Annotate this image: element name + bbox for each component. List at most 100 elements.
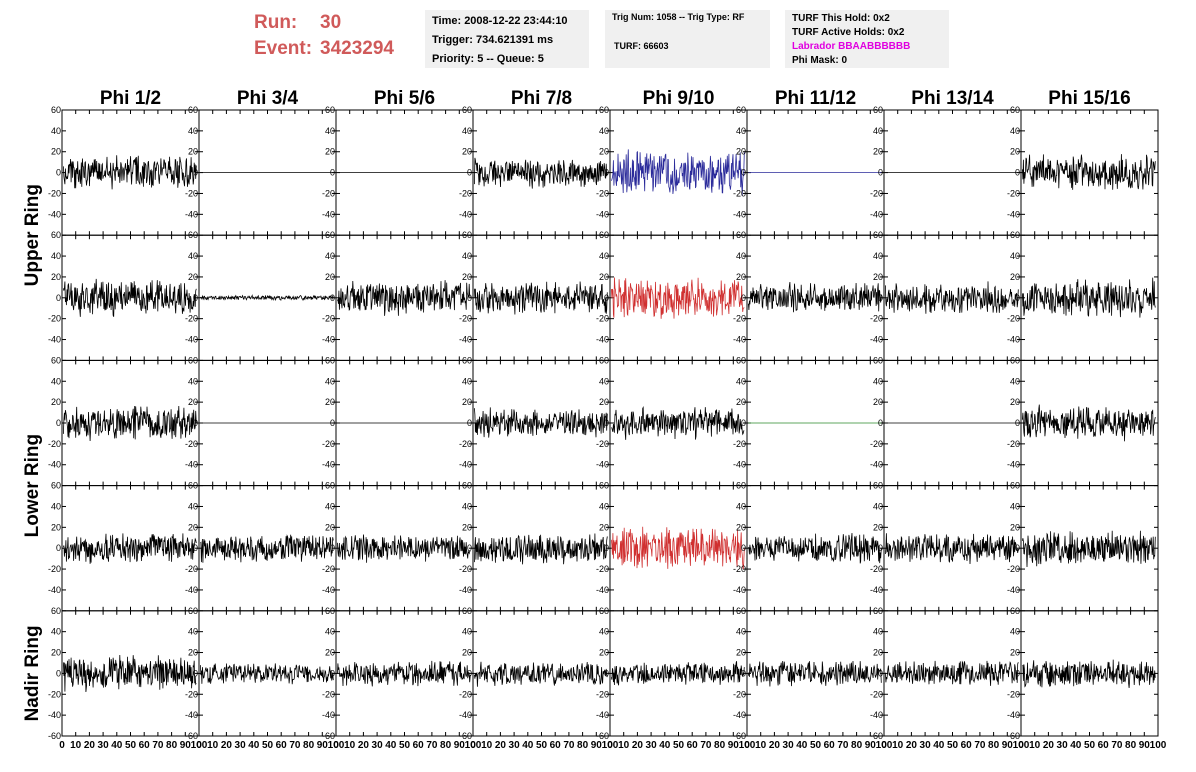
x-tick-label: 20 xyxy=(84,740,96,751)
y-tick-label: 60 xyxy=(736,606,746,616)
y-tick-label: 60 xyxy=(1010,230,1020,240)
y-tick-label: 20 xyxy=(873,397,883,407)
run-label: Run: xyxy=(254,12,298,33)
y-tick-label: 40 xyxy=(736,627,746,637)
y-tick-label: -40 xyxy=(185,460,198,470)
y-tick-label: -40 xyxy=(322,585,335,595)
x-tick-label: 20 xyxy=(221,740,233,751)
waveform-trace xyxy=(474,533,608,565)
y-tick-label: 60 xyxy=(325,606,335,616)
y-tick-label: 20 xyxy=(1010,522,1020,532)
x-tick-label: 90 xyxy=(180,740,192,751)
x-tick-label: 0 xyxy=(59,740,65,751)
y-tick-label: -20 xyxy=(459,188,472,198)
x-tick-label: 40 xyxy=(385,740,397,751)
y-tick-label: -40 xyxy=(596,209,609,219)
x-tick-label: 80 xyxy=(1125,740,1137,751)
y-tick-label: 0 xyxy=(741,168,746,178)
y-tick-label: 60 xyxy=(325,105,335,115)
y-tick-label: -20 xyxy=(322,314,335,324)
x-tick-label: 90 xyxy=(728,740,740,751)
x-tick-label: 0 xyxy=(333,740,339,751)
turf-active-holds-text: TURF Active Holds: 0x2 xyxy=(792,27,905,38)
column-header-1: Phi 1/2 xyxy=(100,88,161,109)
y-tick-label: -20 xyxy=(1007,689,1020,699)
waveform-trace xyxy=(474,281,608,315)
y-tick-label: 40 xyxy=(462,251,472,261)
y-tick-label: -20 xyxy=(185,188,198,198)
y-tick-label: -20 xyxy=(1007,188,1020,198)
y-tick-label: 40 xyxy=(599,251,609,261)
y-tick-label: 20 xyxy=(599,397,609,407)
y-tick-label: -40 xyxy=(1007,710,1020,720)
y-tick-label: 0 xyxy=(330,668,335,678)
y-tick-label: 20 xyxy=(188,147,198,157)
y-tick-label: -20 xyxy=(733,314,746,324)
y-tick-label: 0 xyxy=(193,543,198,553)
y-tick-label: 0 xyxy=(878,293,883,303)
y-tick-label: -20 xyxy=(870,188,883,198)
y-tick-label: 60 xyxy=(188,606,198,616)
waveform-trace xyxy=(337,280,471,316)
y-tick-label: -20 xyxy=(733,439,746,449)
y-tick-label: 40 xyxy=(873,627,883,637)
x-tick-label: 50 xyxy=(262,740,274,751)
y-tick-label: 20 xyxy=(51,648,61,658)
y-tick-label: -20 xyxy=(459,564,472,574)
x-tick-label: 100 xyxy=(1013,740,1030,751)
y-tick-label: -40 xyxy=(322,209,335,219)
y-tick-label: -20 xyxy=(322,188,335,198)
y-tick-label: 0 xyxy=(467,293,472,303)
waveform-trace xyxy=(1022,277,1156,318)
x-tick-label: 40 xyxy=(933,740,945,751)
x-tick-label: 60 xyxy=(413,740,425,751)
y-tick-label: -20 xyxy=(322,439,335,449)
y-tick-label: 40 xyxy=(873,501,883,511)
y-tick-label: -20 xyxy=(733,188,746,198)
y-tick-label: 60 xyxy=(599,481,609,491)
y-tick-label: -40 xyxy=(185,585,198,595)
x-tick-label: 0 xyxy=(607,740,613,751)
x-tick-label: 60 xyxy=(550,740,562,751)
y-tick-label: 60 xyxy=(51,481,61,491)
run-event-header: Run: 30 Event: 3423294 xyxy=(254,10,394,62)
waveform-trace xyxy=(63,278,197,317)
y-tick-label: 20 xyxy=(462,397,472,407)
x-tick-label: 50 xyxy=(1084,740,1096,751)
time-info-box: Time: 2008-12-22 23:44:10 Trigger: 734.6… xyxy=(425,10,589,68)
y-tick-label: -40 xyxy=(322,710,335,720)
column-header-3: Phi 5/6 xyxy=(374,88,435,109)
x-tick-label: 90 xyxy=(317,740,329,751)
y-tick-label: 20 xyxy=(188,397,198,407)
y-tick-label: 0 xyxy=(1015,668,1020,678)
x-tick-label: 40 xyxy=(248,740,260,751)
y-tick-label: 60 xyxy=(51,355,61,365)
x-tick-label: 100 xyxy=(876,740,893,751)
y-tick-label: 0 xyxy=(56,668,61,678)
y-tick-label: 20 xyxy=(462,272,472,282)
waveform-trace xyxy=(474,407,608,438)
y-tick-label: 20 xyxy=(1010,147,1020,157)
y-tick-label: -20 xyxy=(1007,314,1020,324)
waveform-trace xyxy=(1022,404,1156,442)
y-tick-label: 60 xyxy=(188,355,198,365)
x-tick-label: 80 xyxy=(303,740,315,751)
y-tick-label: 40 xyxy=(462,501,472,511)
x-tick-label: 60 xyxy=(961,740,973,751)
y-tick-label: 40 xyxy=(873,126,883,136)
x-tick-label: 70 xyxy=(563,740,575,751)
y-tick-label: -40 xyxy=(733,585,746,595)
y-tick-label: -40 xyxy=(733,460,746,470)
turf-this-hold-text: TURF This Hold: 0x2 xyxy=(792,13,890,24)
column-header-6: Phi 11/12 xyxy=(775,88,856,109)
y-tick-label: -40 xyxy=(322,335,335,345)
waveform-trace xyxy=(63,533,197,564)
y-tick-label: 40 xyxy=(188,251,198,261)
y-tick-label: 60 xyxy=(188,230,198,240)
y-tick-label: -60 xyxy=(733,731,746,741)
time-text: Time: 2008-12-22 23:44:10 xyxy=(432,15,568,27)
waveform-trace xyxy=(885,281,1019,314)
y-tick-label: 40 xyxy=(325,501,335,511)
run-value: 30 xyxy=(320,12,342,33)
y-tick-label: 20 xyxy=(736,648,746,658)
